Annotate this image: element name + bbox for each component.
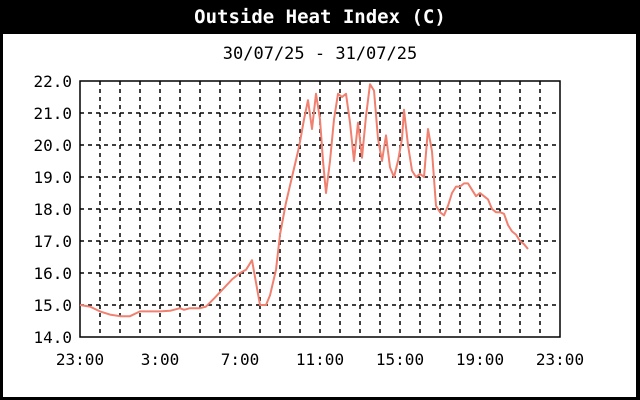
- y-tick-label: 20.0: [33, 136, 72, 155]
- x-tick-label: 23:00: [56, 350, 104, 369]
- x-tick-label: 15:00: [376, 350, 424, 369]
- x-tick-label: 3:00: [141, 350, 180, 369]
- series-line: [79, 83, 529, 318]
- plot-border: [79, 80, 561, 338]
- x-tick-label: 23:00: [536, 350, 584, 369]
- x-tick-label: 11:00: [296, 350, 344, 369]
- chart-subtitle: 30/07/25 - 31/07/25: [222, 44, 418, 64]
- chart-title: Outside Heat Index (C): [194, 6, 446, 28]
- y-tick-label: 19.0: [33, 168, 72, 187]
- x-tick-label: 19:00: [456, 350, 504, 369]
- y-tick-label: 22.0: [33, 72, 72, 91]
- y-tick-label: 21.0: [33, 104, 72, 123]
- y-tick-label: 17.0: [33, 232, 72, 251]
- y-tick-label: 15.0: [33, 296, 72, 315]
- y-tick-label: 18.0: [33, 200, 72, 219]
- x-tick-label: 7:00: [221, 350, 260, 369]
- y-tick-label: 16.0: [33, 264, 72, 283]
- y-tick-label: 14.0: [33, 328, 72, 347]
